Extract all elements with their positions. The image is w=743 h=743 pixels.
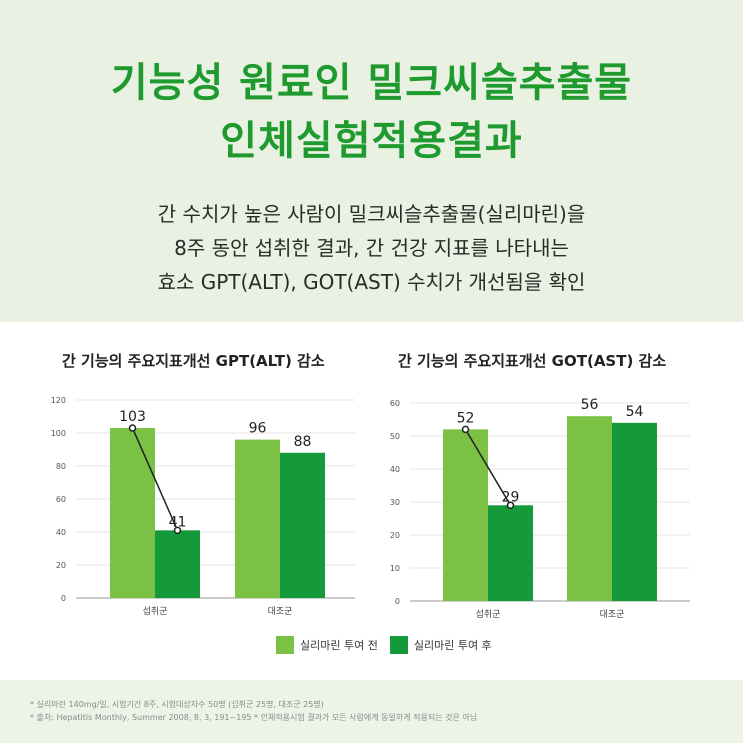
legend-swatch-before bbox=[276, 636, 294, 654]
legend-item-before: 실리마린 투여 전 bbox=[276, 636, 378, 654]
change-marker bbox=[506, 501, 515, 510]
data-label: 56 bbox=[581, 397, 599, 413]
bar bbox=[235, 439, 280, 598]
legend-label-after: 실리마린 투여 후 bbox=[413, 639, 492, 652]
chart-title-gpt: 간 기능의 주요지표개선 GPT(ALT) 감소 bbox=[62, 352, 325, 370]
title-line-2: 인체실험적용결과 bbox=[220, 118, 523, 164]
y-tick-label: 40 bbox=[390, 465, 400, 474]
data-label: 96 bbox=[249, 421, 267, 437]
y-tick-label: 20 bbox=[56, 561, 66, 570]
description-line-3: 효소 GPT(ALT), GOT(AST) 수치가 개선됨을 확인 bbox=[157, 270, 586, 294]
y-tick-label: 60 bbox=[390, 399, 400, 408]
y-tick-label: 10 bbox=[390, 564, 400, 573]
y-tick-label: 40 bbox=[56, 528, 66, 537]
x-tick-label: 섭취군 bbox=[476, 609, 501, 620]
bar bbox=[612, 422, 657, 601]
footnote-line-1: * 실리마린 140mg/일, 시험기간 8주, 시험대상자수 50명 (섭취군… bbox=[30, 700, 324, 709]
description-line-1: 간 수치가 높은 사람이 밀크씨슬추출물(실리마린)을 bbox=[157, 202, 586, 226]
data-label: 88 bbox=[294, 434, 312, 450]
footnote-section bbox=[0, 680, 743, 743]
y-tick-label: 0 bbox=[395, 597, 400, 606]
y-tick-label: 80 bbox=[56, 462, 66, 471]
y-tick-label: 50 bbox=[390, 432, 400, 441]
bar bbox=[155, 530, 200, 598]
x-tick-label: 섭취군 bbox=[143, 606, 168, 617]
y-tick-label: 20 bbox=[390, 531, 400, 540]
footnote-line-2: * 출처: Hepatitis Monthly, Summer 2008, 8,… bbox=[30, 713, 478, 722]
legend-item-after: 실리마린 투여 후 bbox=[389, 636, 492, 654]
y-tick-label: 60 bbox=[56, 495, 66, 504]
y-tick-label: 0 bbox=[61, 594, 66, 603]
change-marker bbox=[461, 425, 470, 434]
x-tick-label: 대조군 bbox=[600, 609, 625, 620]
data-label: 52 bbox=[457, 410, 475, 426]
data-label: 29 bbox=[502, 489, 520, 505]
x-tick-label: 대조군 bbox=[268, 606, 293, 617]
bar bbox=[567, 416, 612, 601]
legend: 실리마린 투여 전 실리마린 투여 후 bbox=[276, 636, 504, 654]
y-tick-label: 100 bbox=[51, 429, 66, 438]
change-marker bbox=[173, 526, 182, 535]
header-section bbox=[0, 0, 743, 322]
change-marker bbox=[128, 424, 137, 432]
data-label: 54 bbox=[626, 404, 644, 420]
data-label: 103 bbox=[119, 409, 146, 425]
legend-label-before: 실리마린 투여 전 bbox=[300, 639, 378, 652]
bar bbox=[443, 429, 488, 601]
y-tick-label: 120 bbox=[51, 396, 66, 405]
legend-swatch-after bbox=[389, 636, 408, 654]
change-connector-line bbox=[464, 429, 512, 506]
change-connector-line bbox=[131, 427, 179, 531]
bar bbox=[488, 505, 533, 601]
title-line-1: 기능성 원료인 밀크씨슬추출물 bbox=[110, 60, 633, 106]
data-label: 41 bbox=[169, 514, 187, 530]
chart-title-got: 간 기능의 주요지표개선 GOT(AST) 감소 bbox=[398, 352, 667, 370]
y-tick-label: 30 bbox=[390, 498, 400, 507]
bar bbox=[280, 452, 325, 598]
description-line-2: 8주 동안 섭취한 결과, 간 건강 지표를 나타내는 bbox=[174, 236, 569, 260]
bar bbox=[110, 428, 155, 598]
